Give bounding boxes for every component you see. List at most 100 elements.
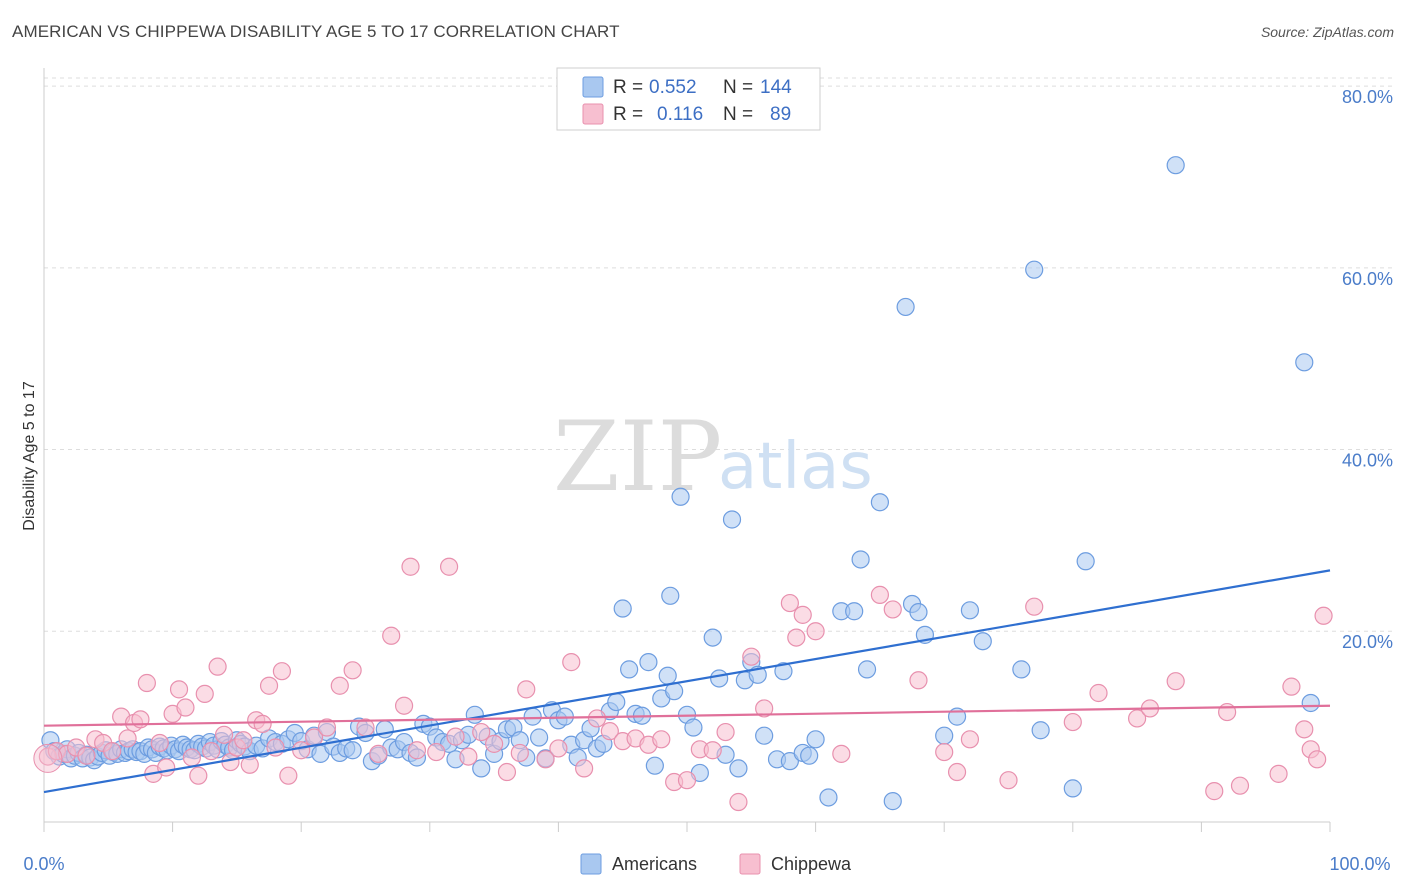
x-tick-label-max: 100.0% — [1329, 854, 1390, 874]
source-label: Source: ZipAtlas.com — [1260, 24, 1394, 40]
bottom-legend-swatch-chippewa — [739, 853, 761, 875]
point-americans — [819, 788, 838, 807]
point-chippewa — [677, 771, 697, 790]
point-americans — [870, 493, 890, 512]
point-chippewa — [999, 771, 1018, 790]
point-chippewa — [549, 739, 568, 758]
point-americans — [613, 599, 632, 618]
watermark: ZIP atlas — [553, 401, 873, 513]
point-chippewa — [1205, 782, 1224, 801]
point-chippewa — [369, 744, 388, 763]
legend-n-label: N = — [723, 104, 753, 125]
point-chippewa — [806, 622, 825, 641]
point-chippewa — [1269, 764, 1288, 783]
point-chippewa — [259, 676, 279, 695]
point-americans — [1166, 156, 1185, 175]
point-americans — [710, 669, 729, 688]
point-americans — [1076, 552, 1095, 571]
point-chippewa — [716, 722, 735, 742]
point-americans — [645, 756, 664, 775]
point-chippewa — [1308, 750, 1327, 769]
point-americans — [472, 759, 491, 778]
point-americans — [960, 601, 980, 620]
point-chippewa — [1230, 776, 1250, 795]
point-chippewa — [742, 647, 761, 666]
point-americans — [909, 603, 928, 622]
point-americans — [523, 707, 542, 726]
point-chippewa — [729, 792, 748, 812]
point-chippewa — [279, 766, 298, 785]
point-chippewa — [427, 742, 446, 762]
point-chippewa — [787, 628, 806, 647]
point-chippewa — [292, 741, 311, 760]
point-chippewa — [1127, 709, 1147, 728]
point-americans — [780, 752, 799, 771]
point-chippewa — [169, 680, 189, 699]
legend-r-value: 0.116 — [657, 104, 703, 125]
point-chippewa — [189, 766, 208, 785]
point-chippewa — [330, 676, 349, 695]
chart-title: AMERICAN VS CHIPPEWA DISABILITY AGE 5 TO… — [12, 22, 620, 41]
bottom-legend-label-chippewa: Chippewa — [771, 854, 852, 874]
point-chippewa — [1063, 712, 1082, 732]
point-chippewa — [208, 657, 227, 676]
point-chippewa — [587, 709, 607, 728]
point-chippewa — [272, 662, 292, 681]
point-chippewa — [1025, 597, 1044, 616]
point-chippewa — [960, 730, 980, 749]
gridlines — [44, 77, 1392, 632]
point-chippewa — [182, 748, 201, 767]
legend-r-label: R = — [613, 77, 643, 98]
point-chippewa — [137, 673, 156, 693]
legend: R = 0.552 N = 144 R = 0.116 N = 89 — [556, 67, 821, 131]
point-chippewa — [214, 725, 234, 744]
point-chippewa — [780, 593, 799, 613]
point-americans — [1025, 260, 1044, 279]
point-americans — [1295, 353, 1314, 372]
bottom-legend-swatch-americans — [580, 853, 602, 875]
point-americans — [620, 660, 639, 679]
point-chippewa — [77, 746, 96, 765]
point-americans — [755, 726, 774, 745]
point-chippewa — [935, 742, 954, 762]
point-chippewa — [234, 731, 253, 750]
trend-line-americans — [43, 569, 1331, 794]
bottom-legend: Americans Chippewa — [580, 853, 852, 875]
legend-swatch-americans — [582, 76, 604, 98]
x-ticks — [43, 822, 1331, 832]
point-chippewa — [253, 714, 272, 733]
point-chippewa — [909, 671, 928, 690]
legend-n-label: N = — [723, 77, 753, 98]
y-axis-label: Disability Age 5 to 17 — [21, 381, 38, 531]
watermark-zip: ZIP — [553, 401, 722, 513]
point-americans — [639, 653, 658, 672]
point-chippewa — [1166, 672, 1185, 691]
point-americans — [530, 728, 549, 747]
point-chippewa — [883, 600, 902, 619]
point-chippewa — [195, 684, 214, 704]
point-chippewa — [793, 605, 812, 624]
point-chippewa — [317, 718, 337, 737]
point-americans — [671, 487, 690, 506]
point-chippewa — [1282, 677, 1301, 696]
point-americans — [935, 726, 954, 745]
point-americans — [465, 705, 484, 724]
point-chippewa — [517, 680, 536, 699]
y-tick-label: 60.0% — [1342, 269, 1393, 289]
point-chippewa — [485, 734, 504, 753]
legend-swatch-chippewa — [582, 103, 604, 125]
y-tick-label: 40.0% — [1342, 451, 1393, 471]
point-americans — [607, 692, 626, 712]
point-chippewa — [401, 557, 420, 576]
point-chippewa — [176, 698, 195, 717]
point-americans — [684, 718, 703, 737]
point-chippewa — [947, 762, 967, 782]
point-americans — [845, 602, 864, 621]
point-americans — [806, 730, 825, 749]
point-chippewa — [157, 758, 176, 777]
series-chippewa — [33, 557, 1333, 812]
point-americans — [1063, 779, 1082, 798]
point-chippewa — [1295, 720, 1314, 739]
bottom-legend-label-americans: Americans — [612, 854, 697, 874]
